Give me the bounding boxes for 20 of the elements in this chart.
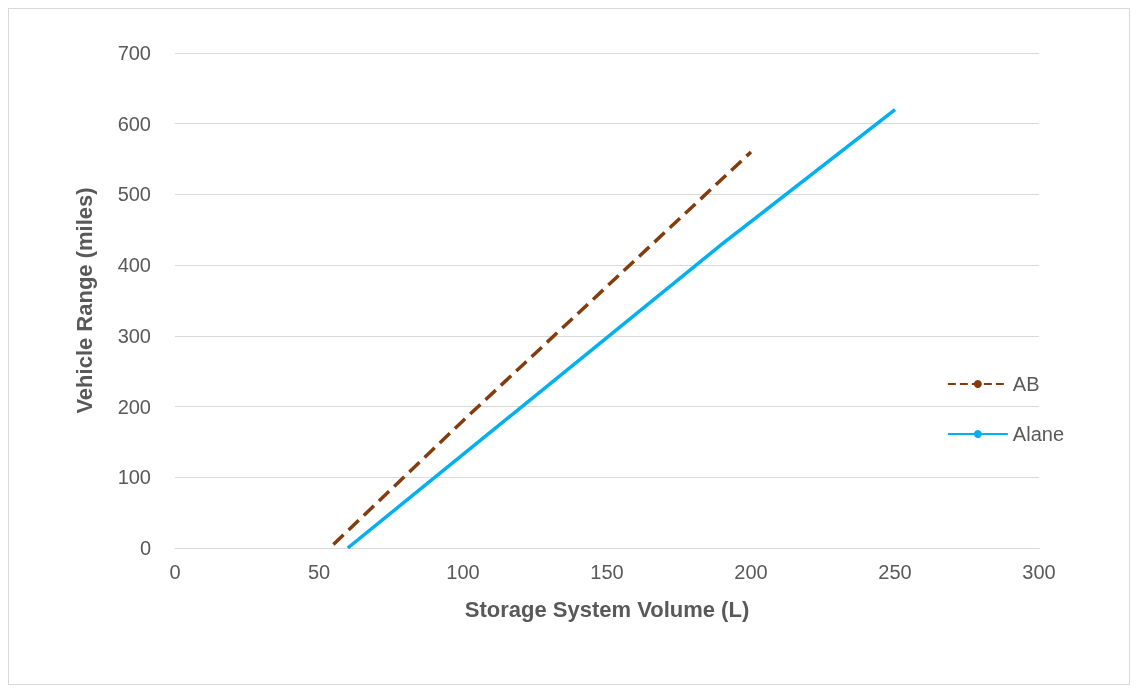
y-tick-label: 300 bbox=[117, 324, 151, 347]
x-tick-label: 50 bbox=[307, 561, 331, 583]
y-axis-title: Vehicle Range (miles) bbox=[71, 187, 97, 414]
x-tick-label: 200 bbox=[734, 561, 768, 583]
x-tick-label: 150 bbox=[590, 561, 624, 583]
legend-label: AB bbox=[1012, 373, 1040, 395]
y-tick-label: 600 bbox=[117, 112, 151, 135]
y-tick-label: 0 bbox=[139, 537, 151, 559]
legend-label: Alane bbox=[1012, 423, 1064, 445]
line-series bbox=[331, 150, 753, 547]
y-tick-label: 700 bbox=[117, 42, 151, 64]
y-tick-label: 100 bbox=[117, 466, 151, 489]
y-tick-label: 500 bbox=[117, 183, 151, 206]
x-tick-label: 100 bbox=[446, 561, 480, 583]
x-tick-label: 0 bbox=[169, 561, 181, 583]
x-axis-title: Storage System Volume (L) bbox=[464, 596, 750, 622]
x-tick-label: 250 bbox=[878, 561, 912, 583]
y-tick-label: 400 bbox=[117, 254, 151, 277]
y-tick-label: 200 bbox=[117, 395, 151, 418]
x-tick-label: 300 bbox=[1022, 561, 1056, 583]
